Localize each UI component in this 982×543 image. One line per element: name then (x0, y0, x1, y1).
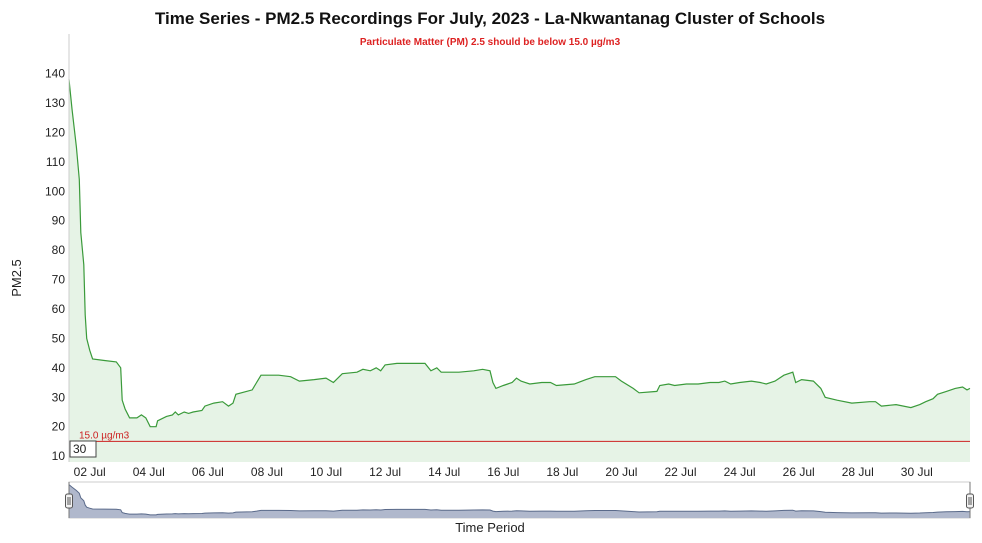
x-tick-label: 06 Jul (192, 465, 224, 479)
reference-line-label: 15.0 µg/m3 (79, 430, 130, 441)
y-axis: 10 20 30 40 50 60 70 80 90 100 110 120 130 140 (45, 34, 70, 463)
chart-subtitle: Particulate Matter (PM) 2.5 should be be… (360, 37, 621, 48)
x-tick-label: 14 Jul (428, 465, 460, 479)
x-tick-label: 22 Jul (664, 465, 696, 479)
y-tick-label: 130 (45, 96, 65, 110)
range-navigator[interactable] (65, 481, 974, 519)
x-axis-label: Time Period (455, 520, 525, 535)
plot-area: 15.0 µg/m3 (68, 79, 971, 463)
y-tick-label: 70 (52, 273, 66, 287)
y-tick-label: 100 (45, 184, 65, 198)
navigator-right-handle[interactable] (966, 493, 974, 509)
x-tick-label: 26 Jul (783, 465, 815, 479)
y-tick-label: 140 (45, 67, 65, 81)
x-tick-label: 10 Jul (310, 465, 342, 479)
x-tick-label: 16 Jul (487, 465, 519, 479)
series-line (68, 79, 971, 428)
x-tick-label: 08 Jul (251, 465, 283, 479)
x-tick-label: 02 Jul (74, 465, 106, 479)
x-tick-label: 04 Jul (133, 465, 165, 479)
x-tick-label: 24 Jul (724, 465, 756, 479)
x-tick-label: 30 Jul (901, 465, 933, 479)
zoom-range-input[interactable]: 30 (69, 440, 97, 458)
y-tick-label: 120 (45, 125, 65, 139)
y-tick-label: 60 (52, 302, 66, 316)
y-tick-label: 20 (52, 420, 66, 434)
chart-title: Time Series - PM2.5 Recordings For July,… (155, 9, 825, 28)
x-axis: 02 Jul 04 Jul 06 Jul 08 Jul 10 Jul 12 Jul 14 J… (74, 465, 933, 479)
y-tick-label: 50 (52, 331, 66, 345)
zoom-range-value: 30 (73, 442, 87, 456)
x-tick-label: 12 Jul (369, 465, 401, 479)
x-tick-label: 28 Jul (842, 465, 874, 479)
x-tick-label: 20 Jul (605, 465, 637, 479)
y-tick-label: 30 (52, 390, 66, 404)
navigator-series-line (68, 484, 971, 516)
y-tick-label: 110 (46, 155, 65, 169)
y-tick-label: 80 (52, 243, 66, 257)
y-tick-label: 90 (52, 214, 66, 228)
y-tick-label: 40 (52, 361, 66, 375)
y-axis-label: PM2.5 (9, 259, 24, 297)
navigator-left-handle[interactable] (65, 493, 73, 509)
series-area (69, 79, 970, 463)
x-tick-label: 18 Jul (546, 465, 578, 479)
y-tick-label: 10 (52, 449, 66, 463)
